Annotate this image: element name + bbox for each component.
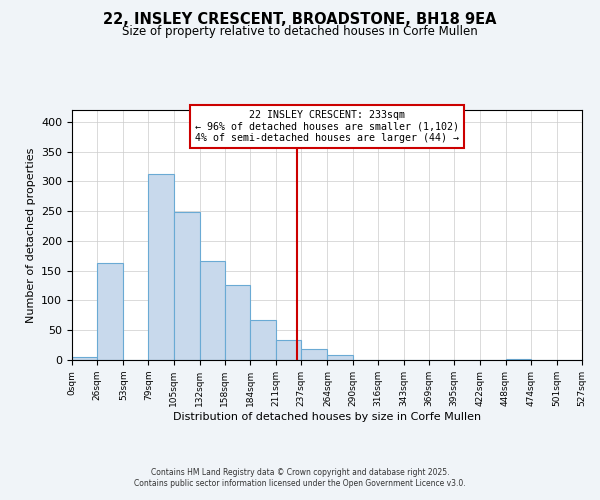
X-axis label: Distribution of detached houses by size in Corfe Mullen: Distribution of detached houses by size …	[173, 412, 481, 422]
Bar	[72, 357, 97, 360]
Bar	[148, 174, 173, 360]
Bar	[173, 212, 200, 360]
Bar	[97, 263, 123, 360]
Text: 22 INSLEY CRESCENT: 233sqm
← 96% of detached houses are smaller (1,102)
4% of se: 22 INSLEY CRESCENT: 233sqm ← 96% of deta…	[195, 110, 459, 143]
Y-axis label: Number of detached properties: Number of detached properties	[26, 148, 35, 322]
Bar	[328, 355, 353, 360]
Bar	[225, 285, 250, 360]
Text: Size of property relative to detached houses in Corfe Mullen: Size of property relative to detached ho…	[122, 25, 478, 38]
Bar	[200, 260, 225, 360]
Text: Contains HM Land Registry data © Crown copyright and database right 2025.
Contai: Contains HM Land Registry data © Crown c…	[134, 468, 466, 487]
Bar	[276, 340, 301, 360]
Bar	[250, 320, 276, 360]
Bar	[301, 350, 328, 360]
Text: 22, INSLEY CRESCENT, BROADSTONE, BH18 9EA: 22, INSLEY CRESCENT, BROADSTONE, BH18 9E…	[103, 12, 497, 28]
